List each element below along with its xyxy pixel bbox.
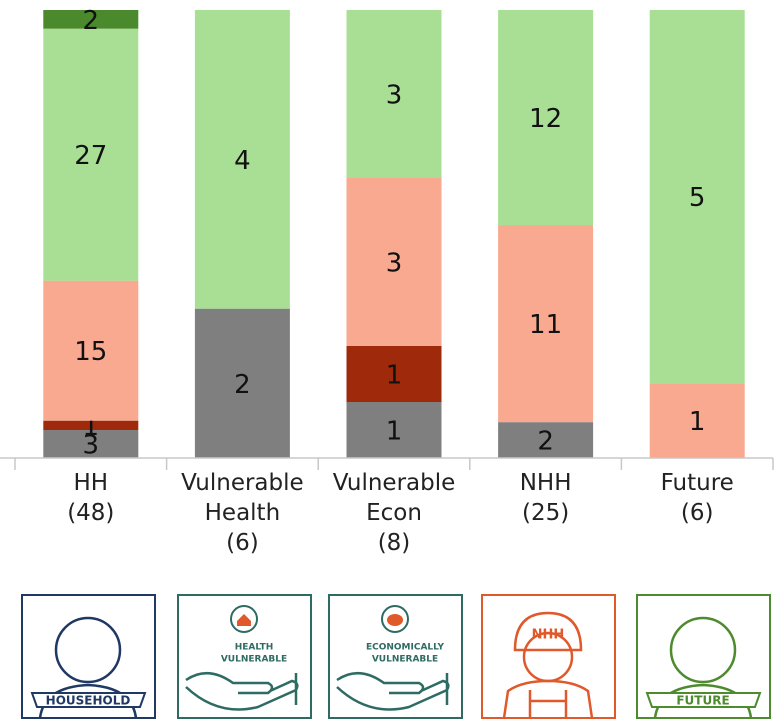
bar-segment: [346, 178, 442, 346]
icon-body: [502, 679, 594, 719]
icon: HEALTH VULNERABLE: [177, 594, 312, 719]
bar-segment: [346, 402, 442, 458]
icon-label: HEALTH: [235, 643, 274, 653]
value-label: 11: [529, 310, 562, 340]
bar-segment: [43, 420, 139, 430]
bar-segment: [346, 346, 442, 402]
bar-segment: [498, 10, 594, 226]
bar-segment: [43, 280, 139, 421]
value-label: 2: [537, 427, 554, 457]
value-label: 1: [386, 417, 403, 447]
bar-segment: [43, 28, 139, 281]
value-label: 1: [386, 361, 403, 391]
value-label: 15: [74, 337, 107, 367]
x-tick-label: HH (48): [67, 470, 115, 526]
value-label: 3: [386, 249, 403, 279]
x-tick-label: Vulnerable Econ (8): [332, 470, 456, 556]
icon-hand: [336, 672, 450, 711]
icon-head: [669, 616, 737, 684]
value-label: 3: [386, 81, 403, 111]
x-tick-label: NHH (25): [519, 470, 572, 526]
value-label: 2: [83, 6, 100, 36]
x-tick-label: Vulnerable Health (6): [181, 470, 304, 556]
icon-label: VULNERABLE: [221, 655, 287, 665]
icon: NHH: [481, 594, 616, 719]
value-label: 12: [529, 104, 562, 134]
bar-segment: [346, 10, 442, 178]
icon-label: NHH: [532, 628, 565, 643]
icon: ECONOMICALLY VULNERABLE: [328, 594, 463, 719]
value-label: 27: [74, 141, 107, 171]
icon-symbol: [237, 614, 251, 626]
bar-segment: [43, 10, 139, 29]
icon-symbol: [387, 614, 403, 626]
icon: HOUSEHOLD: [21, 594, 156, 719]
value-label: 4: [234, 146, 251, 176]
icon-label: ECONOMICALLY: [366, 643, 445, 653]
icon-label: FUTURE: [676, 694, 729, 708]
icon-label: VULNERABLE: [372, 655, 438, 665]
icon-banner: [645, 692, 762, 708]
bar-segment: [194, 308, 290, 458]
value-label: 2: [234, 370, 251, 400]
icon-label: HOUSEHOLD: [46, 694, 131, 708]
bar-segment: [498, 225, 594, 423]
bar-segment: [43, 430, 139, 458]
bar-segment: [194, 10, 290, 309]
value-label: 1: [689, 407, 706, 437]
icon-head: [54, 616, 122, 684]
x-tick-label: Future (6): [660, 470, 734, 526]
bar-segment: [498, 422, 594, 458]
bar-segment: [649, 383, 745, 458]
value-label: 3: [83, 431, 100, 461]
icon: FUTURE: [636, 594, 771, 719]
icon-banner: [30, 692, 147, 708]
value-label: 5: [689, 183, 706, 213]
bar-segment: [649, 10, 745, 384]
icon-hand: [185, 672, 299, 711]
